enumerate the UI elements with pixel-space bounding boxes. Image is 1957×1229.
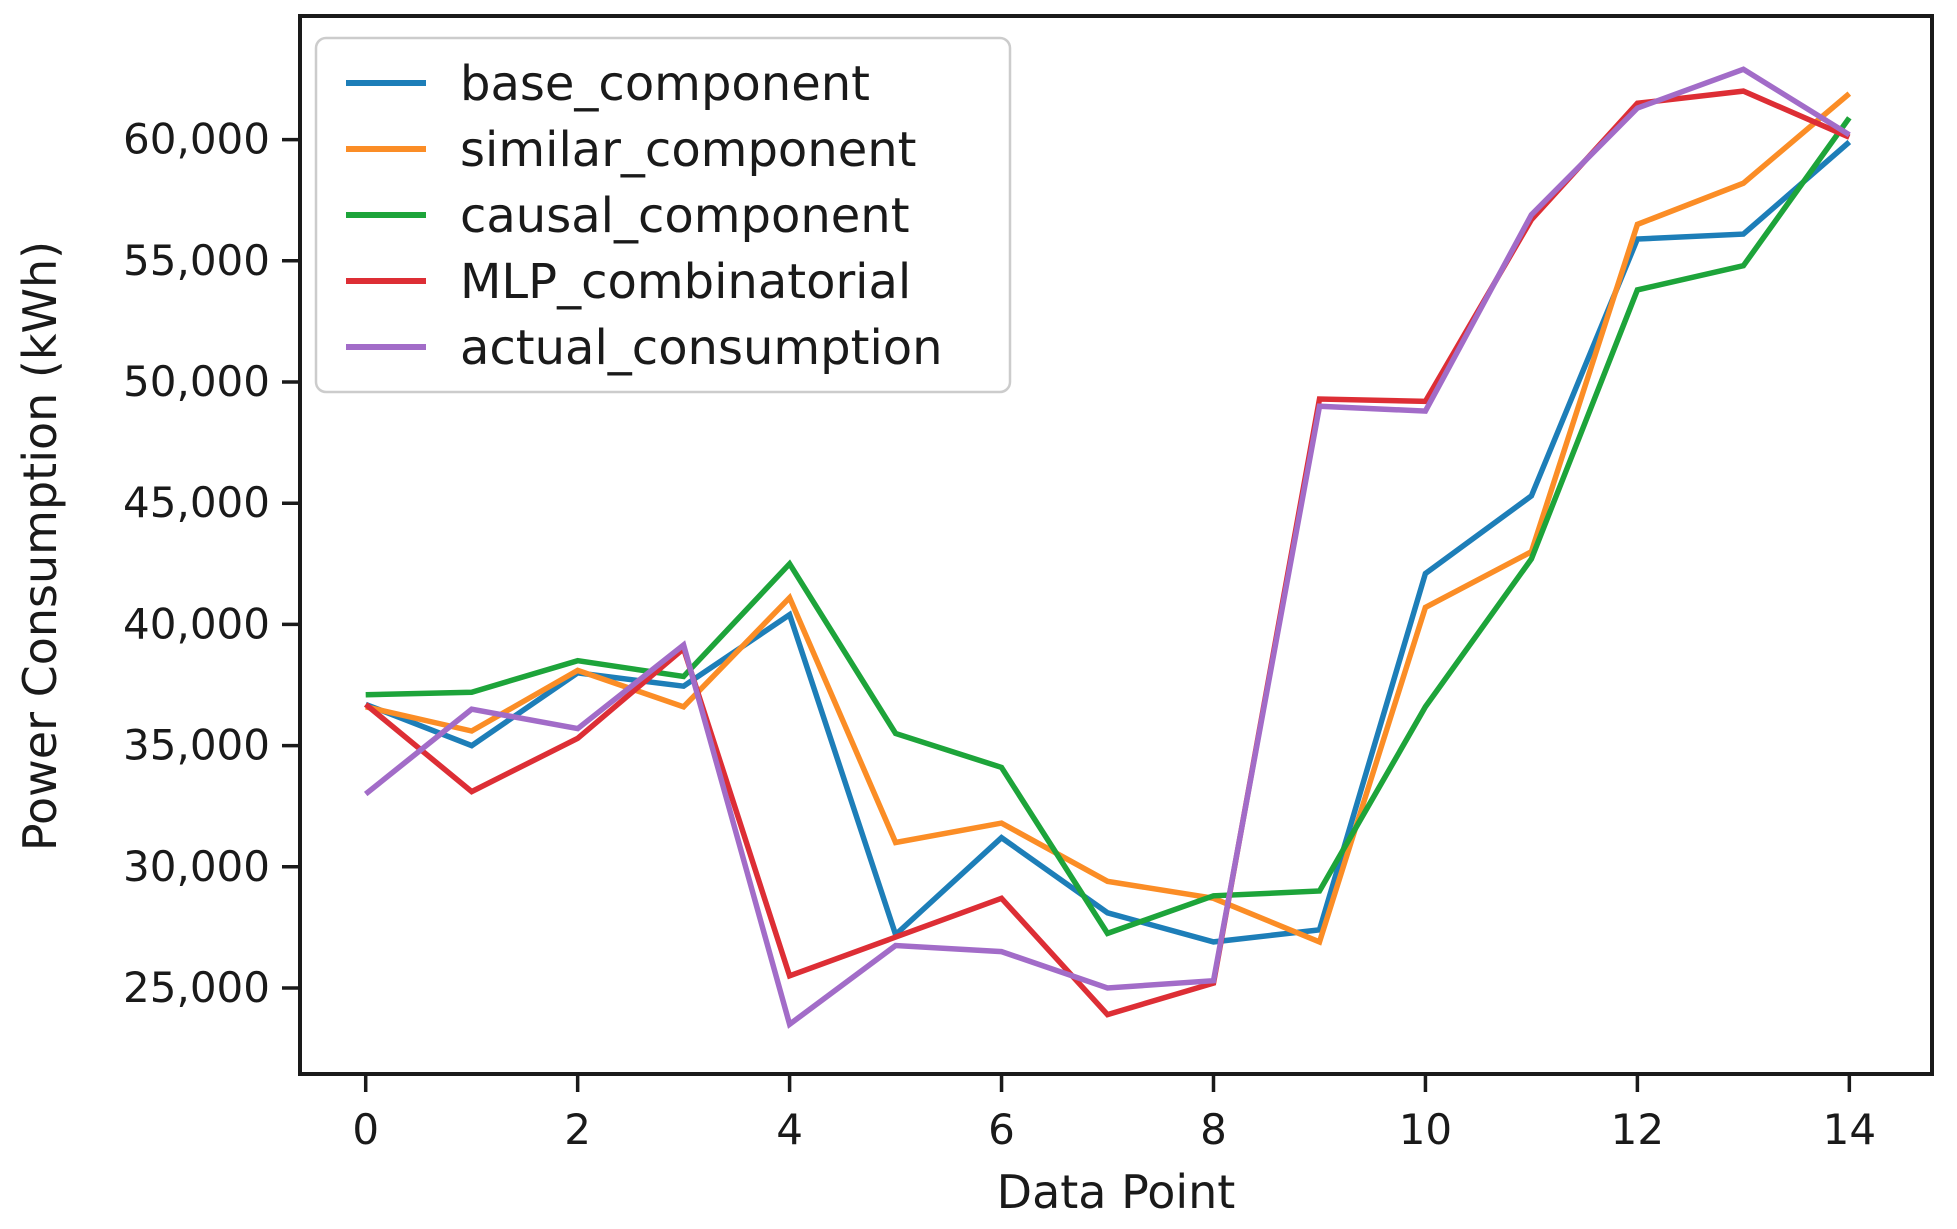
legend-label-similar_component: similar_component xyxy=(460,122,916,178)
x-tick-label: 12 xyxy=(1611,1105,1664,1154)
x-tick-label: 14 xyxy=(1823,1105,1876,1154)
y-tick-label: 50,000 xyxy=(123,357,270,406)
legend-label-causal_component: causal_component xyxy=(460,188,910,244)
y-tick-label: 30,000 xyxy=(123,842,270,891)
x-tick-label: 8 xyxy=(1200,1105,1227,1154)
series-line-actual_consumption xyxy=(363,66,1851,1029)
x-axis-label: Data Point xyxy=(997,1165,1236,1219)
x-tick-label: 4 xyxy=(776,1105,803,1154)
y-tick-label: 45,000 xyxy=(123,478,270,527)
y-axis-label: Power Consumption (kWh) xyxy=(13,241,67,851)
y-tick-label: 60,000 xyxy=(123,115,270,164)
y-tick-label: 25,000 xyxy=(123,963,270,1012)
series-line-similar_component xyxy=(365,91,1852,946)
legend-label-actual_consumption: actual_consumption xyxy=(460,320,943,376)
x-tick-label: 10 xyxy=(1399,1105,1452,1154)
y-tick-label: 35,000 xyxy=(123,721,270,770)
x-tick-label: 0 xyxy=(352,1105,379,1154)
series-line-causal_component xyxy=(365,116,1852,937)
legend-label-MLP_combinatorial: MLP_combinatorial xyxy=(460,254,911,310)
x-tick-label: 6 xyxy=(988,1105,1015,1154)
y-tick-label: 40,000 xyxy=(123,599,270,648)
legend-label-base_component: base_component xyxy=(460,56,870,112)
plot-area: 25,000 30,000 35,000 40,000 45,000 50,000 55,0… xyxy=(123,14,1934,1154)
legend-box xyxy=(314,36,1012,394)
plot-border xyxy=(298,14,1934,1076)
y-tick-label: 55,000 xyxy=(123,236,270,285)
x-tick-label: 2 xyxy=(564,1105,591,1154)
